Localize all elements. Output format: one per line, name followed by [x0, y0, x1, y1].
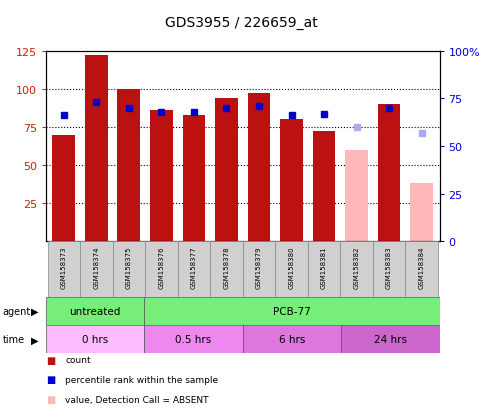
- Bar: [373, 242, 405, 297]
- Bar: [308, 242, 341, 297]
- Bar: [242, 242, 275, 297]
- Bar: [178, 242, 210, 297]
- Bar: [242, 325, 341, 354]
- Text: value, Detection Call = ABSENT: value, Detection Call = ABSENT: [65, 395, 209, 404]
- Bar: [341, 325, 440, 354]
- Bar: [215, 99, 238, 242]
- Text: GSM158377: GSM158377: [191, 246, 197, 289]
- Bar: [80, 242, 113, 297]
- Text: ■: ■: [46, 355, 55, 365]
- Bar: [210, 242, 242, 297]
- Text: GDS3955 / 226659_at: GDS3955 / 226659_at: [165, 16, 318, 30]
- Bar: [280, 120, 303, 242]
- Text: GSM158384: GSM158384: [419, 246, 425, 288]
- Text: percentile rank within the sample: percentile rank within the sample: [65, 375, 218, 384]
- Text: GSM158383: GSM158383: [386, 246, 392, 289]
- Text: GSM158373: GSM158373: [61, 246, 67, 289]
- Bar: [47, 242, 80, 297]
- Text: time: time: [2, 335, 25, 344]
- Bar: [46, 297, 144, 325]
- Text: GSM158374: GSM158374: [93, 246, 99, 288]
- Bar: [378, 105, 400, 242]
- Text: GSM158378: GSM158378: [224, 246, 229, 289]
- Bar: [275, 242, 308, 297]
- Text: GSM158382: GSM158382: [354, 246, 359, 288]
- Text: GSM158381: GSM158381: [321, 246, 327, 289]
- Bar: [145, 242, 178, 297]
- Text: 6 hrs: 6 hrs: [279, 335, 305, 344]
- Bar: [52, 135, 75, 242]
- Text: 24 hrs: 24 hrs: [374, 335, 407, 344]
- Text: ▶: ▶: [31, 306, 39, 316]
- Text: count: count: [65, 355, 91, 364]
- Text: ▶: ▶: [31, 335, 39, 344]
- Bar: [46, 325, 144, 354]
- Text: GSM158375: GSM158375: [126, 246, 132, 288]
- Bar: [405, 242, 438, 297]
- Bar: [410, 184, 433, 242]
- Bar: [117, 90, 140, 242]
- Text: PCB-77: PCB-77: [273, 306, 311, 316]
- Bar: [345, 150, 368, 242]
- Bar: [85, 56, 108, 242]
- Bar: [313, 132, 335, 242]
- Bar: [150, 111, 173, 242]
- Bar: [113, 242, 145, 297]
- Text: ■: ■: [46, 394, 55, 404]
- Bar: [144, 297, 440, 325]
- Text: ■: ■: [46, 375, 55, 385]
- Text: 0 hrs: 0 hrs: [82, 335, 108, 344]
- Bar: [183, 116, 205, 242]
- Text: 0.5 hrs: 0.5 hrs: [175, 335, 212, 344]
- Text: GSM158380: GSM158380: [288, 246, 295, 289]
- Text: GSM158379: GSM158379: [256, 246, 262, 289]
- Bar: [248, 94, 270, 242]
- Bar: [341, 242, 373, 297]
- Text: GSM158376: GSM158376: [158, 246, 164, 289]
- Text: agent: agent: [2, 306, 30, 316]
- Text: untreated: untreated: [70, 306, 121, 316]
- Bar: [144, 325, 242, 354]
